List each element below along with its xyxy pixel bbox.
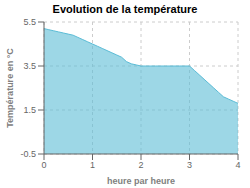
svg-text:5.5: 5.5 (23, 18, 36, 27)
svg-text:heure par heure: heure par heure (107, 176, 175, 186)
svg-text:3: 3 (187, 160, 192, 170)
svg-text:1.5: 1.5 (23, 105, 36, 115)
svg-text:4: 4 (235, 160, 240, 170)
html-text:Evolution de la température: Evolution de la température (52, 3, 198, 15)
svg-text:0: 0 (41, 160, 46, 170)
svg-text:-0.5: -0.5 (20, 149, 36, 159)
svg-text:1: 1 (90, 160, 95, 170)
svg-text:3.5: 3.5 (23, 61, 36, 71)
svg-text:2: 2 (138, 160, 143, 170)
svg-text:Température en °C: Température en °C (8, 48, 15, 128)
